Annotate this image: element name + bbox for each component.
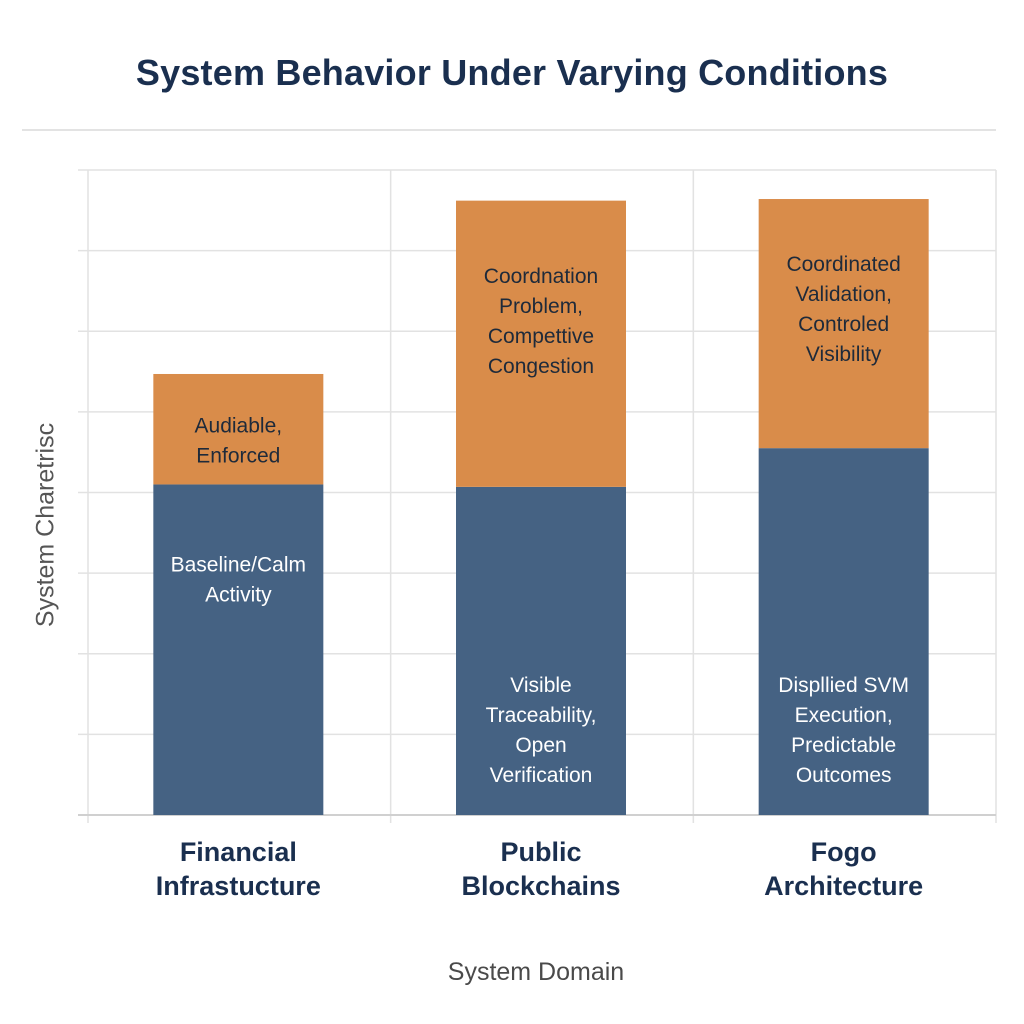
bar-segment-label-line: Compettive <box>488 325 594 348</box>
bar-segment-label: Coordnation Problem, Compettive Congestion <box>484 265 598 378</box>
bar-segment-label-line: Outcomes <box>796 764 892 787</box>
bar-segment-label-line: Open <box>515 734 566 757</box>
bar-segment-label-line: Congestion <box>488 355 594 378</box>
x-tick-label-line: Fogo <box>811 837 877 867</box>
bar-segment-label-line: Visible <box>510 674 571 697</box>
x-tick-label: Financial Infrastucture <box>156 837 321 901</box>
bar-segment-label-line: Predictable <box>791 734 896 757</box>
bar-segment-top <box>153 373 324 485</box>
bar-segment-label-line: Audiable, <box>195 414 283 437</box>
bar-segment-bottom <box>456 486 626 815</box>
chart-title: System Behavior Under Varying Conditions <box>135 52 889 93</box>
bar-segment-label-line: Verification <box>490 764 593 787</box>
x-tick-label-line: Financial <box>180 837 297 867</box>
bar-segment-label-line: Visibility <box>806 343 882 366</box>
bar-segment-label: Visible Traceability, Open Verification <box>486 674 597 787</box>
bar-segment-label-line: Problem, <box>499 295 583 318</box>
bar-segment-label-line: Activity <box>205 583 272 606</box>
bar-segment-top <box>758 199 929 449</box>
x-tick-label-line: Infrastucture <box>156 871 321 901</box>
x-axis-label: System Domain <box>447 958 625 986</box>
bar-segment-label-line: Traceability, <box>486 704 597 727</box>
bar-segment-label-line: Validation, <box>795 283 892 306</box>
bar-segment-label-line: Controled <box>798 313 889 336</box>
bar-segment-label-line: Enforced <box>196 444 280 467</box>
x-tick-label: Public Blockchains <box>461 837 620 901</box>
bar-segment-label: Audiable, Enforced <box>195 414 283 467</box>
x-tick-label-line: Public <box>500 837 581 867</box>
title-divider <box>22 129 996 131</box>
x-tick-label-line: Architecture <box>764 871 923 901</box>
bar-segment-label-line: Coordinated <box>786 253 900 276</box>
bar-segment-bottom <box>758 448 929 815</box>
bar-segment-bottom <box>153 484 324 815</box>
bar-segment-label: Coordinated Validation, Controled Visibilit… <box>786 253 900 366</box>
bar-segment-top <box>456 200 626 487</box>
bar-segment-label-line: Baseline/Calm <box>171 553 306 576</box>
bar-segment-label-line: Displlied SVM <box>778 674 909 697</box>
x-tick-label-line: Blockchains <box>461 871 620 901</box>
bar-segment-label-line: Coordnation <box>484 265 598 288</box>
y-axis-label: System Charetrisc <box>31 422 60 628</box>
bar-segment-label: Baseline/Calm Activity <box>171 553 306 606</box>
bar-segment-label-line: Execution, <box>795 704 893 727</box>
bar-segment-label: Displlied SVM Execution, Predictable Outcom… <box>778 674 909 787</box>
x-tick-label: Fogo Architecture <box>764 837 923 901</box>
